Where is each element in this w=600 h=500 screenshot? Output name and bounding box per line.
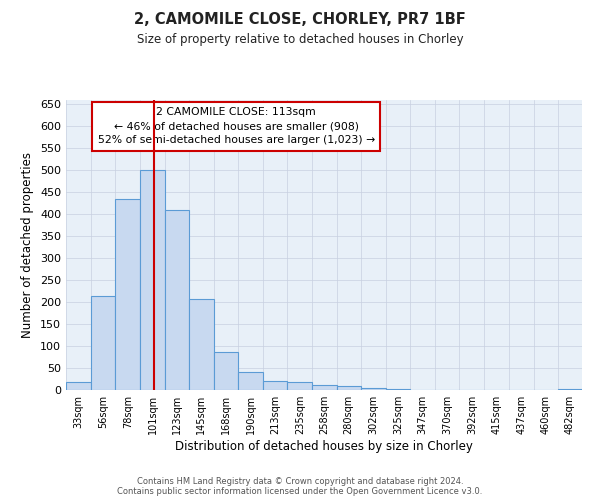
Bar	[164, 210, 189, 390]
Bar	[337, 386, 361, 390]
Bar	[238, 372, 263, 390]
Text: Contains HM Land Registry data © Crown copyright and database right 2024.: Contains HM Land Registry data © Crown c…	[137, 477, 463, 486]
Bar	[313, 384, 337, 390]
Bar	[140, 170, 164, 390]
Bar	[66, 382, 91, 390]
Bar	[361, 388, 386, 390]
Bar	[558, 389, 582, 390]
Bar	[214, 352, 238, 390]
Bar	[115, 199, 140, 390]
Bar	[263, 381, 287, 390]
Bar	[91, 296, 115, 390]
Bar	[386, 389, 410, 390]
Text: 2, CAMOMILE CLOSE, CHORLEY, PR7 1BF: 2, CAMOMILE CLOSE, CHORLEY, PR7 1BF	[134, 12, 466, 28]
Text: Contains public sector information licensed under the Open Government Licence v3: Contains public sector information licen…	[118, 487, 482, 496]
Text: 2 CAMOMILE CLOSE: 113sqm
← 46% of detached houses are smaller (908)
52% of semi-: 2 CAMOMILE CLOSE: 113sqm ← 46% of detach…	[98, 108, 375, 146]
Text: Size of property relative to detached houses in Chorley: Size of property relative to detached ho…	[137, 32, 463, 46]
Bar	[189, 299, 214, 390]
Y-axis label: Number of detached properties: Number of detached properties	[22, 152, 34, 338]
Bar	[287, 382, 313, 390]
X-axis label: Distribution of detached houses by size in Chorley: Distribution of detached houses by size …	[175, 440, 473, 453]
